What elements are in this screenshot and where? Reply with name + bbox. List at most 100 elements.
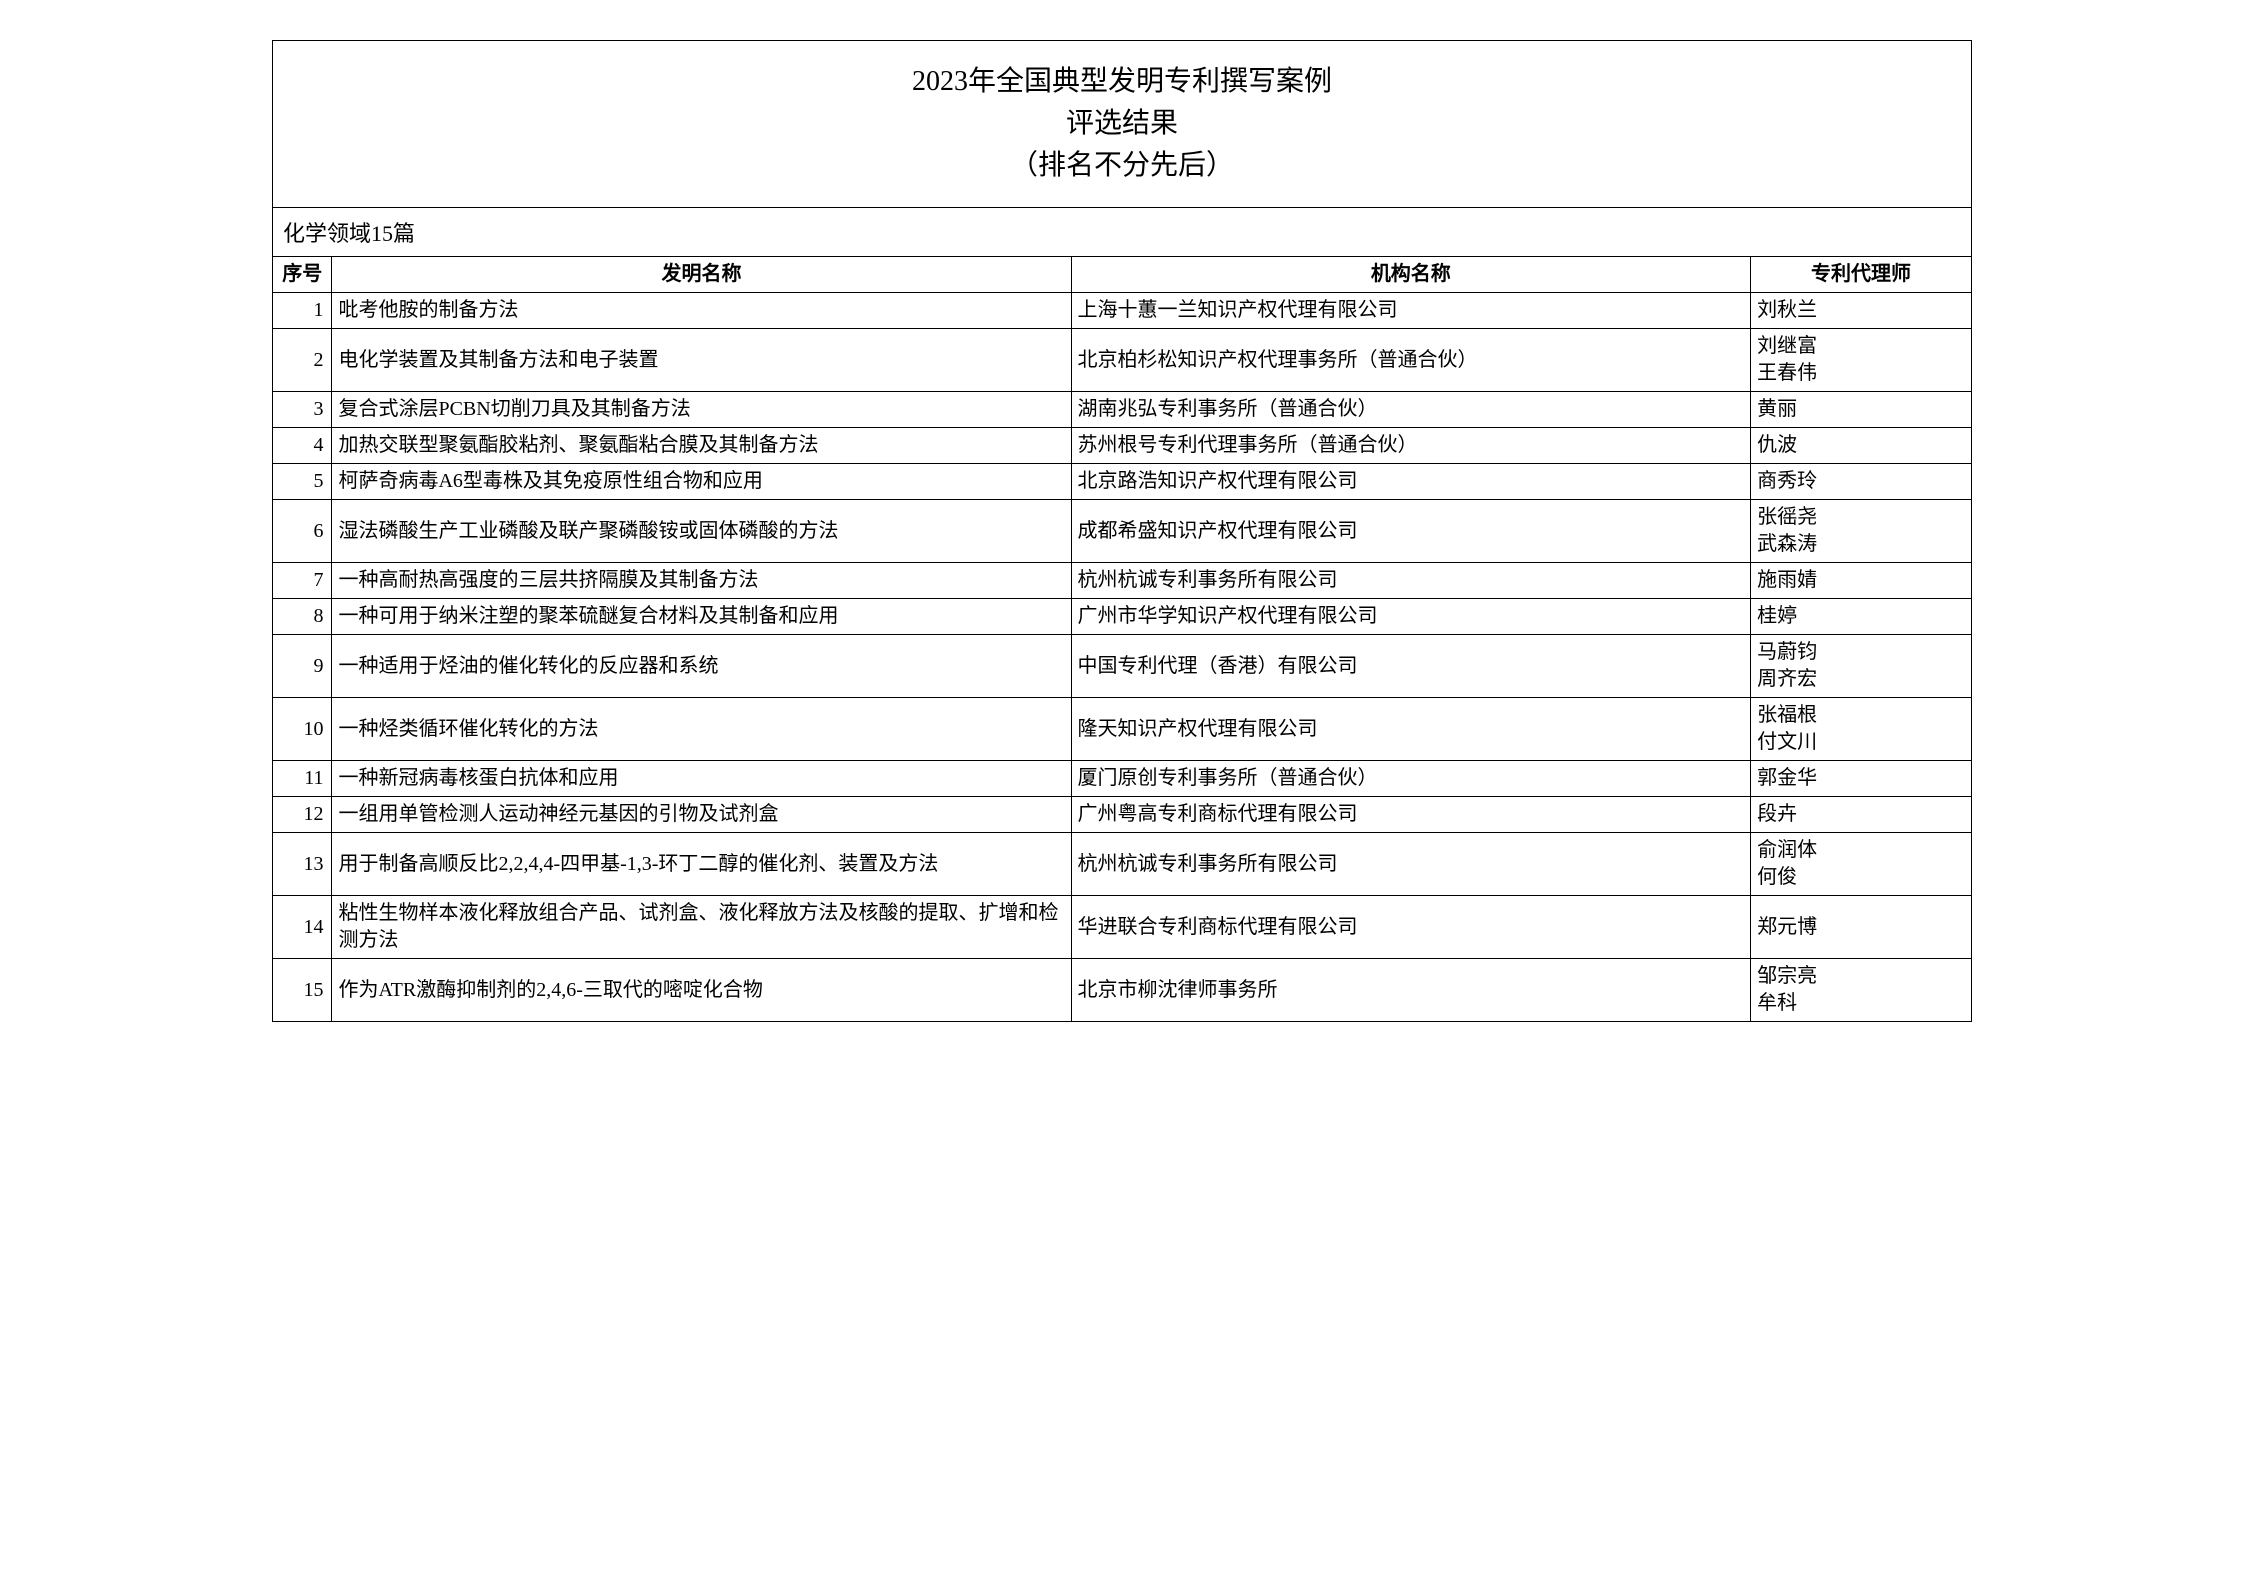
agent-name: 仇波 [1757, 432, 1965, 459]
cell-agents: 俞润体何俊 [1751, 833, 1972, 896]
cell-agents: 黄丽 [1751, 392, 1972, 428]
cell-agents: 刘继富王春伟 [1751, 329, 1972, 392]
cell-org-name: 北京路浩知识产权代理有限公司 [1071, 464, 1751, 500]
cell-invention-name: 一种烃类循环催化转化的方法 [332, 698, 1071, 761]
cell-agents: 张徭尧武森涛 [1751, 500, 1972, 563]
agent-name: 俞润体 [1757, 837, 1965, 864]
document-root: 2023年全国典型发明专利撰写案例 评选结果 （排名不分先后） 化学领域15篇 … [272, 40, 1972, 1022]
cell-seq: 5 [273, 464, 332, 500]
cell-invention-name: 一组用单管检测人运动神经元基因的引物及试剂盒 [332, 797, 1071, 833]
cell-invention-name: 一种适用于烃油的催化转化的反应器和系统 [332, 635, 1071, 698]
agent-name: 段卉 [1757, 801, 1965, 828]
cell-org-name: 成都希盛知识产权代理有限公司 [1071, 500, 1751, 563]
table-header-row: 序号 发明名称 机构名称 专利代理师 [273, 257, 1972, 293]
agent-name: 武森涛 [1757, 531, 1965, 558]
agent-name: 付文川 [1757, 729, 1965, 756]
title-line-2: 评选结果 [273, 103, 1971, 145]
cell-agents: 商秀玲 [1751, 464, 1972, 500]
table-row: 1吡考他胺的制备方法上海十蕙一兰知识产权代理有限公司刘秋兰 [273, 293, 1972, 329]
title-line-3: （排名不分先后） [273, 145, 1971, 187]
cell-seq: 15 [273, 959, 332, 1022]
cell-invention-name: 柯萨奇病毒A6型毒株及其免疫原性组合物和应用 [332, 464, 1071, 500]
cell-agents: 刘秋兰 [1751, 293, 1972, 329]
cell-agents: 邹宗亮牟科 [1751, 959, 1972, 1022]
patent-table: 序号 发明名称 机构名称 专利代理师 1吡考他胺的制备方法上海十蕙一兰知识产权代… [272, 256, 1972, 1022]
cell-org-name: 苏州根号专利代理事务所（普通合伙） [1071, 428, 1751, 464]
cell-seq: 1 [273, 293, 332, 329]
cell-org-name: 北京柏杉松知识产权代理事务所（普通合伙） [1071, 329, 1751, 392]
agent-name: 商秀玲 [1757, 468, 1965, 495]
table-row: 11一种新冠病毒核蛋白抗体和应用厦门原创专利事务所（普通合伙）郭金华 [273, 761, 1972, 797]
cell-invention-name: 一种高耐热高强度的三层共挤隔膜及其制备方法 [332, 563, 1071, 599]
cell-invention-name: 加热交联型聚氨酯胶粘剂、聚氨酯粘合膜及其制备方法 [332, 428, 1071, 464]
cell-org-name: 杭州杭诚专利事务所有限公司 [1071, 833, 1751, 896]
table-row: 4加热交联型聚氨酯胶粘剂、聚氨酯粘合膜及其制备方法苏州根号专利代理事务所（普通合… [273, 428, 1972, 464]
cell-seq: 14 [273, 896, 332, 959]
col-header-agents: 专利代理师 [1751, 257, 1972, 293]
agent-name: 施雨婧 [1757, 567, 1965, 594]
cell-org-name: 广州市华学知识产权代理有限公司 [1071, 599, 1751, 635]
cell-agents: 桂婷 [1751, 599, 1972, 635]
agent-name: 何俊 [1757, 864, 1965, 891]
cell-org-name: 隆天知识产权代理有限公司 [1071, 698, 1751, 761]
table-row: 9一种适用于烃油的催化转化的反应器和系统中国专利代理（香港）有限公司马蔚钧周齐宏 [273, 635, 1972, 698]
table-row: 8一种可用于纳米注塑的聚苯硫醚复合材料及其制备和应用广州市华学知识产权代理有限公… [273, 599, 1972, 635]
table-row: 15作为ATR激酶抑制剂的2,4,6-三取代的嘧啶化合物北京市柳沈律师事务所邹宗… [273, 959, 1972, 1022]
cell-seq: 12 [273, 797, 332, 833]
agent-name: 刘秋兰 [1757, 297, 1965, 324]
cell-seq: 2 [273, 329, 332, 392]
cell-invention-name: 湿法磷酸生产工业磷酸及联产聚磷酸铵或固体磷酸的方法 [332, 500, 1071, 563]
table-row: 6湿法磷酸生产工业磷酸及联产聚磷酸铵或固体磷酸的方法成都希盛知识产权代理有限公司… [273, 500, 1972, 563]
cell-seq: 6 [273, 500, 332, 563]
table-row: 10一种烃类循环催化转化的方法隆天知识产权代理有限公司张福根付文川 [273, 698, 1972, 761]
table-row: 7一种高耐热高强度的三层共挤隔膜及其制备方法杭州杭诚专利事务所有限公司施雨婧 [273, 563, 1972, 599]
table-row: 3复合式涂层PCBN切削刀具及其制备方法湖南兆弘专利事务所（普通合伙）黄丽 [273, 392, 1972, 428]
cell-invention-name: 一种可用于纳米注塑的聚苯硫醚复合材料及其制备和应用 [332, 599, 1071, 635]
agent-name: 马蔚钧 [1757, 639, 1965, 666]
title-block: 2023年全国典型发明专利撰写案例 评选结果 （排名不分先后） [272, 40, 1972, 207]
col-header-invention-name: 发明名称 [332, 257, 1071, 293]
cell-invention-name: 一种新冠病毒核蛋白抗体和应用 [332, 761, 1071, 797]
cell-org-name: 杭州杭诚专利事务所有限公司 [1071, 563, 1751, 599]
cell-invention-name: 粘性生物样本液化释放组合产品、试剂盒、液化释放方法及核酸的提取、扩增和检测方法 [332, 896, 1071, 959]
cell-agents: 仇波 [1751, 428, 1972, 464]
cell-invention-name: 复合式涂层PCBN切削刀具及其制备方法 [332, 392, 1071, 428]
agent-name: 黄丽 [1757, 396, 1965, 423]
cell-agents: 马蔚钧周齐宏 [1751, 635, 1972, 698]
cell-seq: 3 [273, 392, 332, 428]
cell-agents: 郭金华 [1751, 761, 1972, 797]
cell-invention-name: 用于制备高顺反比2,2,4,4-四甲基-1,3-环丁二醇的催化剂、装置及方法 [332, 833, 1071, 896]
cell-org-name: 华进联合专利商标代理有限公司 [1071, 896, 1751, 959]
cell-agents: 段卉 [1751, 797, 1972, 833]
col-header-org-name: 机构名称 [1071, 257, 1751, 293]
cell-invention-name: 作为ATR激酶抑制剂的2,4,6-三取代的嘧啶化合物 [332, 959, 1071, 1022]
cell-org-name: 上海十蕙一兰知识产权代理有限公司 [1071, 293, 1751, 329]
agent-name: 张福根 [1757, 702, 1965, 729]
table-row: 2电化学装置及其制备方法和电子装置北京柏杉松知识产权代理事务所（普通合伙）刘继富… [273, 329, 1972, 392]
cell-org-name: 厦门原创专利事务所（普通合伙） [1071, 761, 1751, 797]
cell-seq: 10 [273, 698, 332, 761]
cell-seq: 7 [273, 563, 332, 599]
agent-name: 王春伟 [1757, 360, 1965, 387]
title-line-1: 2023年全国典型发明专利撰写案例 [273, 61, 1971, 103]
cell-invention-name: 电化学装置及其制备方法和电子装置 [332, 329, 1071, 392]
cell-org-name: 广州粤高专利商标代理有限公司 [1071, 797, 1751, 833]
agent-name: 邹宗亮 [1757, 963, 1965, 990]
cell-seq: 13 [273, 833, 332, 896]
agent-name: 牟科 [1757, 990, 1965, 1017]
cell-org-name: 北京市柳沈律师事务所 [1071, 959, 1751, 1022]
agent-name: 郑元博 [1757, 914, 1965, 941]
cell-seq: 8 [273, 599, 332, 635]
table-row: 14粘性生物样本液化释放组合产品、试剂盒、液化释放方法及核酸的提取、扩增和检测方… [273, 896, 1972, 959]
agent-name: 刘继富 [1757, 333, 1965, 360]
cell-seq: 11 [273, 761, 332, 797]
cell-agents: 张福根付文川 [1751, 698, 1972, 761]
cell-invention-name: 吡考他胺的制备方法 [332, 293, 1071, 329]
table-row: 13用于制备高顺反比2,2,4,4-四甲基-1,3-环丁二醇的催化剂、装置及方法… [273, 833, 1972, 896]
agent-name: 郭金华 [1757, 765, 1965, 792]
cell-agents: 郑元博 [1751, 896, 1972, 959]
agent-name: 桂婷 [1757, 603, 1965, 630]
cell-org-name: 湖南兆弘专利事务所（普通合伙） [1071, 392, 1751, 428]
cell-org-name: 中国专利代理（香港）有限公司 [1071, 635, 1751, 698]
cell-agents: 施雨婧 [1751, 563, 1972, 599]
